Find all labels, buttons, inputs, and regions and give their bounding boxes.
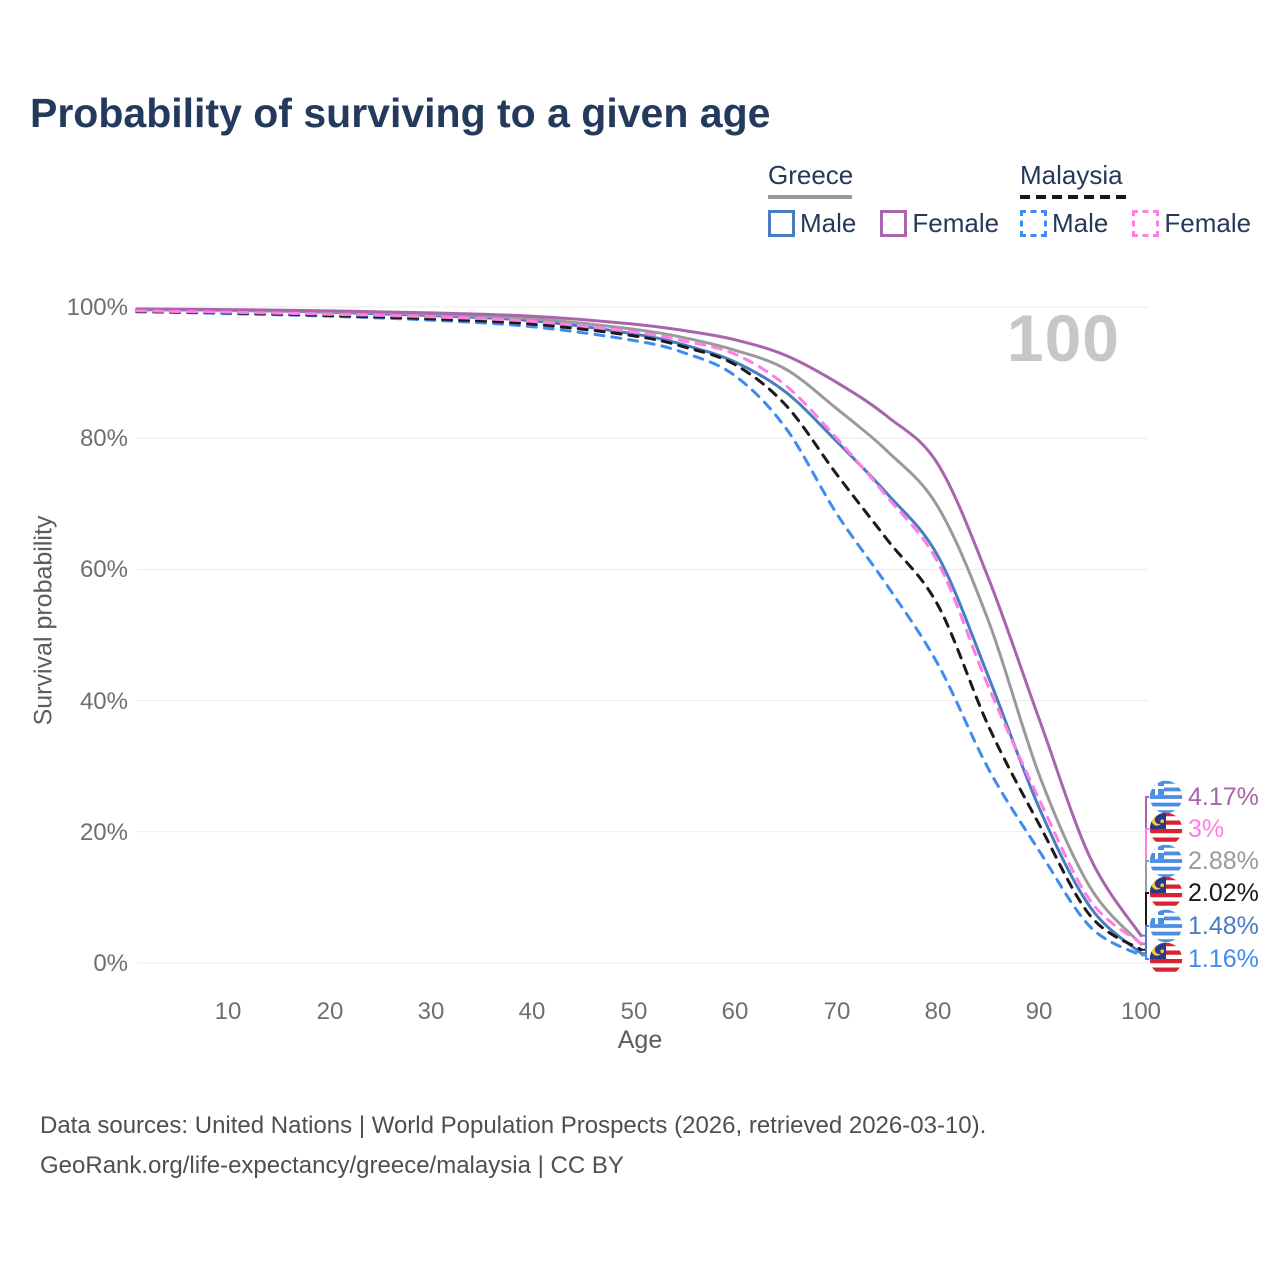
x-axis-tick: 10: [214, 998, 242, 1025]
end-label-greece-female: 4.17%: [1149, 780, 1259, 814]
x-axis-title: Age: [617, 1026, 663, 1054]
end-label-value: 2.88%: [1188, 846, 1259, 875]
end-label-malaysia-both: 2.02%: [1149, 876, 1259, 910]
end-label-greece-both: 2.88%: [1149, 844, 1259, 878]
end-label-value: 4.17%: [1188, 782, 1259, 811]
curve-malaysia-female: [135, 309, 1143, 945]
legend-label: Male: [800, 208, 857, 238]
legend-label: Female: [912, 208, 1000, 238]
x-axis-tick: 70: [823, 998, 851, 1025]
y-axis-tick: 0%: [93, 950, 128, 977]
legend-label: Male: [1052, 208, 1109, 238]
end-label-malaysia-male: 1.16%: [1149, 942, 1259, 976]
leader-greece-male: [1141, 925, 1149, 955]
x-axis-tick: 20: [316, 998, 344, 1025]
leader-malaysia-both: [1141, 892, 1149, 951]
malaysia-flag-icon: [1149, 812, 1183, 846]
x-axis-tick: 30: [417, 998, 445, 1025]
curve-greece-female: [135, 307, 1143, 938]
legend-label: Female: [1164, 208, 1252, 238]
legend-item-greece-female[interactable]: Female: [880, 208, 999, 239]
footer: Data sources: United Nations | World Pop…: [40, 1106, 986, 1186]
x-axis-tick: 40: [518, 998, 546, 1025]
malaysia-flag-icon: [1149, 942, 1183, 976]
x-axis-tick: 80: [924, 998, 952, 1025]
x-axis-tick: 90: [1025, 998, 1053, 1025]
end-label-value: 1.48%: [1188, 911, 1259, 940]
legend-item-malaysia-female[interactable]: Female: [1132, 208, 1251, 239]
curve-malaysia-male: [135, 310, 1143, 957]
age-watermark: 100: [1006, 301, 1120, 375]
legend-group-greece: Greece Male Female: [768, 160, 999, 239]
curve-greece-both: [135, 308, 1143, 946]
x-axis-tick: 100: [1120, 998, 1162, 1025]
curve-greece-male: [135, 308, 1143, 955]
greece-female-swatch: [880, 210, 908, 237]
y-axis-tick: 80%: [79, 425, 128, 452]
greece-flag-icon: [1149, 780, 1183, 814]
malaysia-female-swatch: [1132, 210, 1160, 237]
data-sources-line: Data sources: United Nations | World Pop…: [40, 1112, 987, 1139]
greece-male-swatch: [768, 210, 795, 237]
greece-flag-icon: [1149, 844, 1183, 878]
x-axis-tick: 50: [620, 998, 648, 1025]
page-title: Probability of surviving to a given age: [30, 90, 771, 136]
greece-flag-icon: [1149, 909, 1183, 943]
end-label-value: 2.02%: [1188, 878, 1259, 907]
y-axis-tick: 20%: [79, 819, 128, 846]
y-axis-tick: 100%: [66, 294, 128, 321]
end-label-greece-male: 1.48%: [1149, 909, 1259, 943]
y-axis-tick: 60%: [79, 556, 128, 583]
end-label-value: 1.16%: [1188, 944, 1259, 973]
malaysia-male-swatch: [1020, 210, 1047, 237]
legend-item-malaysia-male[interactable]: Male: [1020, 208, 1108, 239]
y-axis-title: Survival probability: [29, 515, 58, 726]
greece-line-style-swatch: [768, 195, 852, 199]
attribution-line: GeoRank.org/life-expectancy/greece/malay…: [40, 1152, 624, 1179]
end-label-value: 3%: [1188, 814, 1225, 843]
legend-group-malaysia: Malaysia Male Female: [1020, 160, 1251, 239]
x-axis-tick: 60: [721, 998, 749, 1025]
leader-malaysia-male: [1141, 954, 1149, 960]
end-label-malaysia-female: 3%: [1149, 812, 1224, 846]
legend-title-malaysia: Malaysia: [1020, 160, 1123, 190]
y-axis-tick: 40%: [79, 688, 128, 715]
legend-title-greece: Greece: [768, 160, 854, 190]
curve-malaysia-both: [135, 310, 1143, 952]
legend-item-greece-male[interactable]: Male: [768, 208, 856, 239]
gridlines: [137, 306, 1148, 964]
malaysia-line-style-swatch: [1020, 195, 1126, 199]
malaysia-flag-icon: [1149, 876, 1183, 910]
